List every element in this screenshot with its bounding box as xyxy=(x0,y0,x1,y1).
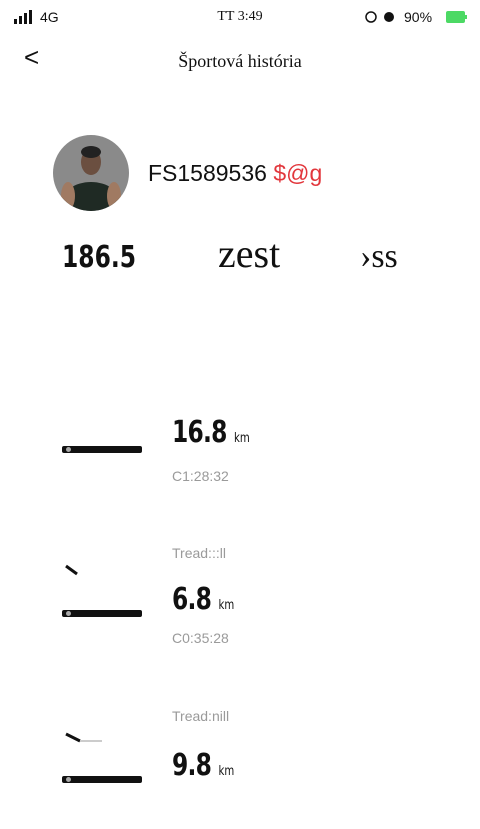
record-distance[interactable]: 16.8 km xyxy=(172,415,250,450)
battery-icon xyxy=(446,11,468,23)
username: FS1589536 xyxy=(148,160,267,186)
screen: 4G TT 3:49 90% < Športová história FS158… xyxy=(0,0,480,829)
username-row: FS1589536 $@g xyxy=(148,160,322,187)
distance: 9.8 xyxy=(172,748,211,783)
record-distance[interactable]: 6.8 km xyxy=(172,582,234,617)
distance: 16.8 xyxy=(172,415,227,450)
user-tag: $@g xyxy=(273,160,322,186)
distance-unit: km xyxy=(218,598,234,613)
distance-unit: km xyxy=(218,764,234,779)
record-type-icon xyxy=(64,564,80,576)
stat-value: zest xyxy=(218,230,280,277)
page-title: Športová história xyxy=(0,51,480,72)
record-label: Tread:::ll xyxy=(172,545,226,561)
record-icon xyxy=(62,446,142,453)
record-duration: C0:35:28 xyxy=(172,630,229,646)
record-distance[interactable]: 9.8 km xyxy=(172,748,234,783)
stat-value: 186.5 xyxy=(62,240,136,275)
avatar[interactable] xyxy=(52,134,130,212)
record-duration: C1:28:32 xyxy=(172,468,229,484)
record-icon xyxy=(62,610,142,617)
stat-value: ›ss xyxy=(360,238,398,276)
record-label: Tread:nill xyxy=(172,708,229,724)
battery-level: 90% xyxy=(404,9,432,25)
distance-unit: km xyxy=(234,431,250,446)
record-type-icon xyxy=(64,732,104,744)
distance: 6.8 xyxy=(172,582,211,617)
status-icons xyxy=(365,10,401,24)
record-icon xyxy=(62,776,142,783)
